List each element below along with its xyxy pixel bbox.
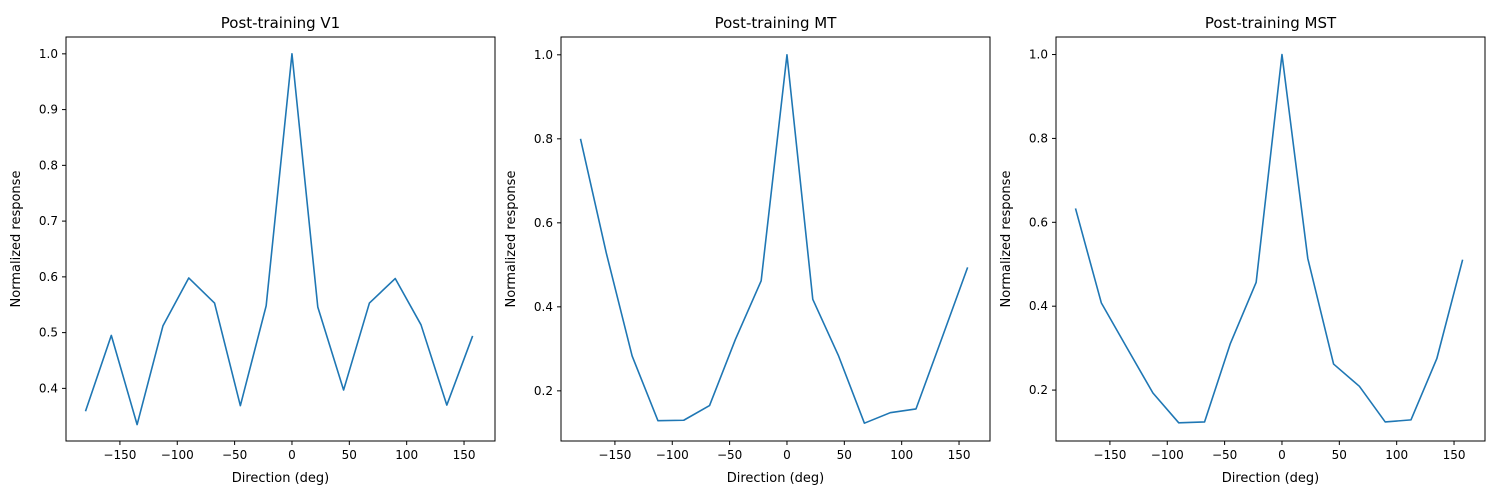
subplot-3: −150 −100 −50 0 50 100 150 0.2 0.4 0.6 0.8 1.0 Post-…: [999, 14, 1486, 486]
x-tick-label: 0: [1278, 448, 1286, 462]
y-tick-label: 1.0: [1029, 48, 1048, 62]
y-tick-label: 0.6: [39, 270, 58, 284]
x-tick-label: −100: [656, 448, 689, 462]
series-line-1: [84, 53, 474, 426]
y-tick-label: 0.8: [1029, 131, 1048, 145]
x-tick-label: 50: [837, 448, 852, 462]
y-axis-label: Normalized response: [9, 171, 24, 308]
y-axis-label: Normalized response: [999, 171, 1014, 308]
y-axis-label: Normalized response: [504, 171, 519, 308]
x-axis-label: Direction (deg): [727, 471, 825, 486]
chart-title: Post-training V1: [221, 14, 340, 32]
series-line-1: [579, 54, 969, 424]
subplot-1: −150 −100 −50 0 50 100 150 0.4 0.5 0.6 0.7 0.8 0.9 1.…: [9, 14, 496, 486]
x-tick-label: −50: [1212, 448, 1237, 462]
x-tick-label: 100: [1385, 448, 1408, 462]
y-tick-label: 0.8: [39, 158, 58, 172]
y-tick-label: 0.4: [39, 381, 58, 395]
x-tick-label: 100: [395, 448, 418, 462]
x-tick-label: 150: [1443, 448, 1466, 462]
y-tick-label: 0.5: [39, 326, 58, 340]
y-tick-label: 1.0: [534, 48, 553, 62]
x-tick-label: 0: [288, 448, 296, 462]
x-tick-label: 150: [453, 448, 476, 462]
x-tick-label: −150: [598, 448, 631, 462]
y-tick-label: 1.0: [39, 47, 58, 61]
chart-title: Post-training MT: [715, 14, 838, 32]
axes-frame: [65, 36, 496, 442]
y-tick-label: 0.2: [1029, 383, 1048, 397]
y-tick-label: 0.4: [1029, 299, 1048, 313]
x-axis-label: Direction (deg): [1222, 471, 1320, 486]
x-tick-label: 0: [783, 448, 791, 462]
subplot-2: −150 −100 −50 0 50 100 150 0.2 0.4 0.6 0.8 1.0 Post-…: [504, 14, 991, 486]
series-line-1: [1074, 53, 1464, 424]
x-tick-label: 50: [342, 448, 357, 462]
y-tick-label: 0.2: [534, 384, 553, 398]
x-tick-label: −150: [103, 448, 136, 462]
axes-frame: [1055, 36, 1486, 442]
y-tick-label: 0.8: [534, 132, 553, 146]
y-tick-label: 0.6: [534, 216, 553, 230]
y-tick-label: 0.4: [534, 300, 553, 314]
x-tick-label: −100: [161, 448, 194, 462]
x-axis-label: Direction (deg): [232, 471, 330, 486]
x-tick-label: −50: [717, 448, 742, 462]
y-tick-label: 0.6: [1029, 215, 1048, 229]
x-tick-label: 100: [890, 448, 913, 462]
x-tick-label: 50: [1332, 448, 1347, 462]
y-tick-label: 0.7: [39, 214, 58, 228]
y-tick-label: 0.9: [39, 103, 58, 117]
x-tick-label: −150: [1093, 448, 1126, 462]
chart-title: Post-training MST: [1205, 14, 1337, 32]
x-tick-label: −50: [222, 448, 247, 462]
axes-frame: [560, 36, 991, 442]
x-tick-label: 150: [948, 448, 971, 462]
x-tick-label: −100: [1151, 448, 1184, 462]
